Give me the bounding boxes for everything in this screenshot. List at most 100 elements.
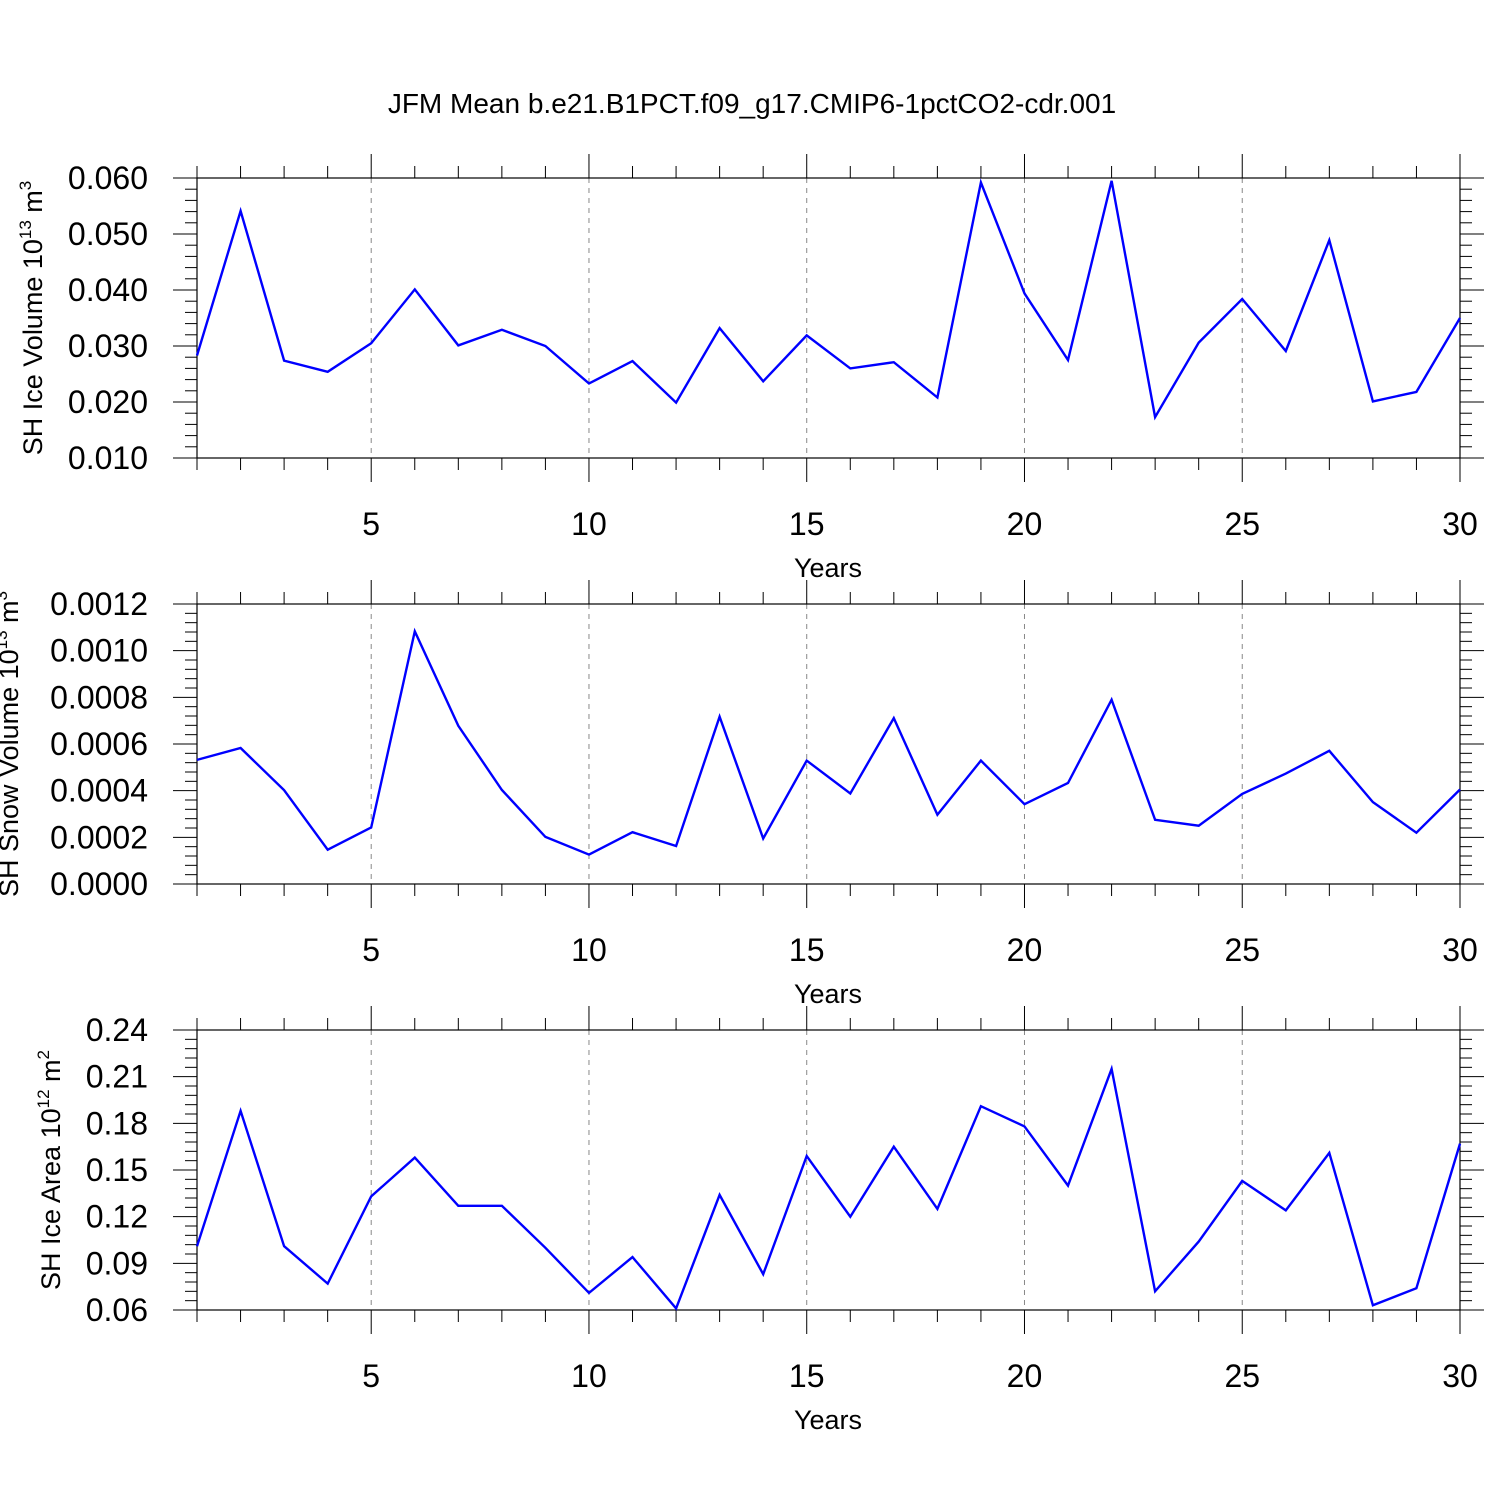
x-tick-label: 10 (571, 932, 607, 968)
y-tick-label: 0.18 (86, 1105, 148, 1141)
x-tick-label: 5 (362, 1358, 380, 1394)
data-point (674, 844, 678, 848)
data-point (1240, 792, 1244, 796)
data-point (892, 360, 896, 364)
data-point (1022, 291, 1026, 295)
data-point (1240, 297, 1244, 301)
data-point (805, 1154, 809, 1158)
data-point (718, 715, 722, 719)
data-point (1153, 415, 1157, 419)
data-point (369, 826, 373, 830)
x-tick-label: 30 (1442, 506, 1478, 542)
data-point (1110, 1067, 1114, 1071)
data-point (413, 1156, 417, 1160)
data-point (1153, 1289, 1157, 1293)
data-point (282, 1244, 286, 1248)
data-point (848, 366, 852, 370)
data-point (195, 758, 199, 762)
data-point (1197, 824, 1201, 828)
data-point (1022, 1124, 1026, 1128)
data-point (1066, 358, 1070, 362)
x-tick-label: 20 (1007, 506, 1043, 542)
data-point (456, 1204, 460, 1208)
y-axis-label-part: SH Ice Volume 10 (18, 239, 48, 455)
data-point (631, 1255, 635, 1259)
chart-title: JFM Mean b.e21.B1PCT.f09_g17.CMIP6-1pctC… (388, 88, 1116, 119)
y-tick-label: 0.020 (68, 384, 148, 420)
data-point (587, 382, 591, 386)
x-tick-label: 15 (789, 932, 825, 968)
y-axis-label: SH Ice Area 1012 m2 (34, 1050, 66, 1290)
data-point (369, 341, 373, 345)
y-tick-label: 0.0000 (50, 866, 148, 902)
data-point (500, 1204, 504, 1208)
x-tick-label: 25 (1224, 1358, 1260, 1394)
data-point (1371, 800, 1375, 804)
data-point (761, 379, 765, 383)
data-point (1327, 749, 1331, 753)
x-tick-label: 20 (1007, 932, 1043, 968)
y-axis-label-part: m (18, 190, 48, 220)
data-point (413, 287, 417, 291)
data-point (631, 359, 635, 363)
data-point (1371, 1303, 1375, 1307)
data-point (848, 1215, 852, 1219)
data-point (326, 848, 330, 852)
x-tick-label: 5 (362, 506, 380, 542)
x-tick-label: 25 (1224, 932, 1260, 968)
y-axis-label-exponent: 3 (0, 591, 11, 600)
data-point (239, 1109, 243, 1113)
y-axis-label: SH Ice Volume 1013 m3 (16, 181, 48, 456)
data-point (805, 333, 809, 337)
y-tick-label: 0.060 (68, 160, 148, 196)
data-point (979, 759, 983, 763)
data-point (239, 746, 243, 750)
data-point (1284, 772, 1288, 776)
data-point (718, 326, 722, 330)
y-tick-label: 0.0004 (50, 773, 148, 809)
data-point (1414, 390, 1418, 394)
y-axis-label-part: m (36, 1059, 66, 1089)
y-tick-label: 0.12 (86, 1199, 148, 1235)
data-point (1371, 399, 1375, 403)
x-tick-label: 30 (1442, 932, 1478, 968)
data-point (587, 1291, 591, 1295)
data-point (718, 1193, 722, 1197)
y-axis-label-part: SH Ice Area 10 (36, 1108, 66, 1290)
data-point (369, 1194, 373, 1198)
data-point (195, 354, 199, 358)
y-axis-label: SH Snow Volume 1013 m3 (0, 591, 24, 897)
y-axis-label-part: m (0, 600, 24, 630)
y-tick-label: 0.0010 (50, 633, 148, 669)
data-point (326, 370, 330, 374)
data-point (1458, 788, 1462, 792)
data-point (1414, 1286, 1418, 1290)
y-axis-label-exponent: 2 (34, 1050, 53, 1059)
data-point (282, 788, 286, 792)
x-tick-label: 30 (1442, 1358, 1478, 1394)
panel-ice-volume: 0.010 0.020 0.030 0.040 0.050 0.060 5 10 15 20 25 3… (16, 154, 1484, 583)
x-axis-label: Years (794, 1405, 862, 1435)
y-tick-label: 0.15 (86, 1152, 148, 1188)
data-point (456, 724, 460, 728)
data-point (1066, 781, 1070, 785)
y-axis-label-exponent: 3 (16, 181, 35, 190)
panel-ice-area: 0.06 0.09 0.12 0.15 0.18 0.21 0.24 5 10 15 20 25 30 Y… (34, 1006, 1484, 1435)
x-axis-label: Years (794, 553, 862, 583)
x-tick-label: 10 (571, 1358, 607, 1394)
data-point (848, 791, 852, 795)
y-axis-label-part: SH Snow Volume 10 (0, 649, 24, 897)
data-point (1066, 1184, 1070, 1188)
data-point (1197, 341, 1201, 345)
data-point (543, 344, 547, 348)
data-point (500, 328, 504, 332)
plot-frame (196, 603, 1461, 885)
data-point (674, 1306, 678, 1310)
data-point (935, 396, 939, 400)
y-tick-label: 0.030 (68, 328, 148, 364)
x-tick-label: 5 (362, 932, 380, 968)
data-point (979, 180, 983, 184)
y-axis-label-exponent: 13 (16, 220, 35, 239)
data-point (892, 1145, 896, 1149)
